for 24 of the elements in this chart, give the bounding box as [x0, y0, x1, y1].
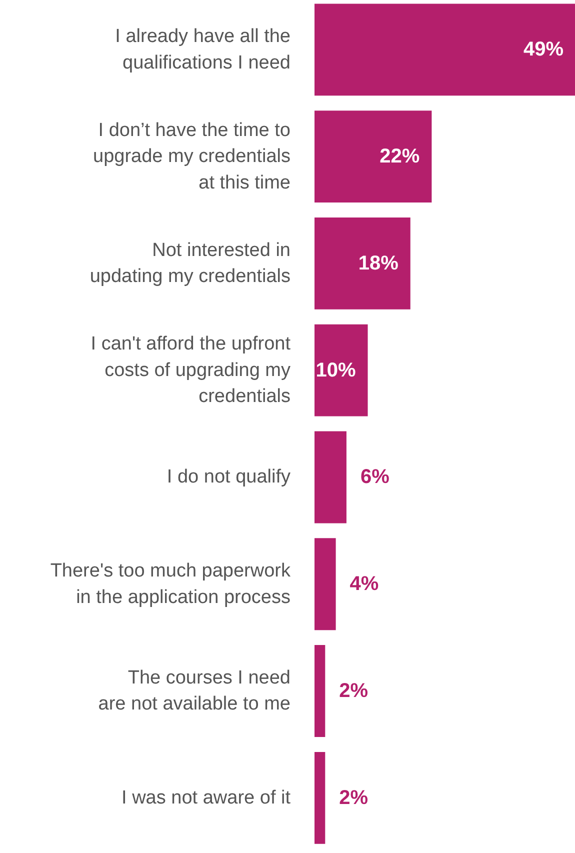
- data-label: 6%: [360, 466, 390, 488]
- data-label: 49%: [523, 38, 564, 61]
- bar: [314, 538, 336, 630]
- y-tick-label: The courses I need are not available to me: [98, 667, 291, 715]
- data-label: 18%: [358, 252, 399, 274]
- bar: [314, 324, 368, 416]
- bar: [314, 645, 326, 737]
- bar: [314, 752, 326, 844]
- data-label: 2%: [339, 680, 368, 702]
- bar: [314, 110, 432, 203]
- bar: [314, 4, 575, 96]
- bar: [314, 217, 410, 310]
- y-tick-label: I don’t have the time to upgrade my credentials at this time: [93, 120, 291, 194]
- data-label: 4%: [350, 573, 379, 596]
- y-tick-label: There's too much paperwork in the application process: [50, 560, 291, 608]
- y-tick-label: Not interested in updating my credentials: [90, 240, 291, 288]
- y-tick-label: I already have all the qualifications I need: [115, 26, 291, 74]
- y-tick-label: I can't afford the upfront costs of upgrading my credentials: [90, 334, 292, 408]
- data-label: 22%: [380, 146, 420, 168]
- y-tick-label: I do not qualify: [166, 466, 291, 488]
- bar: [314, 431, 346, 524]
- data-label: 10%: [316, 359, 356, 382]
- y-tick-label: I was not aware of it: [122, 787, 292, 808]
- data-label: 2%: [339, 786, 368, 809]
